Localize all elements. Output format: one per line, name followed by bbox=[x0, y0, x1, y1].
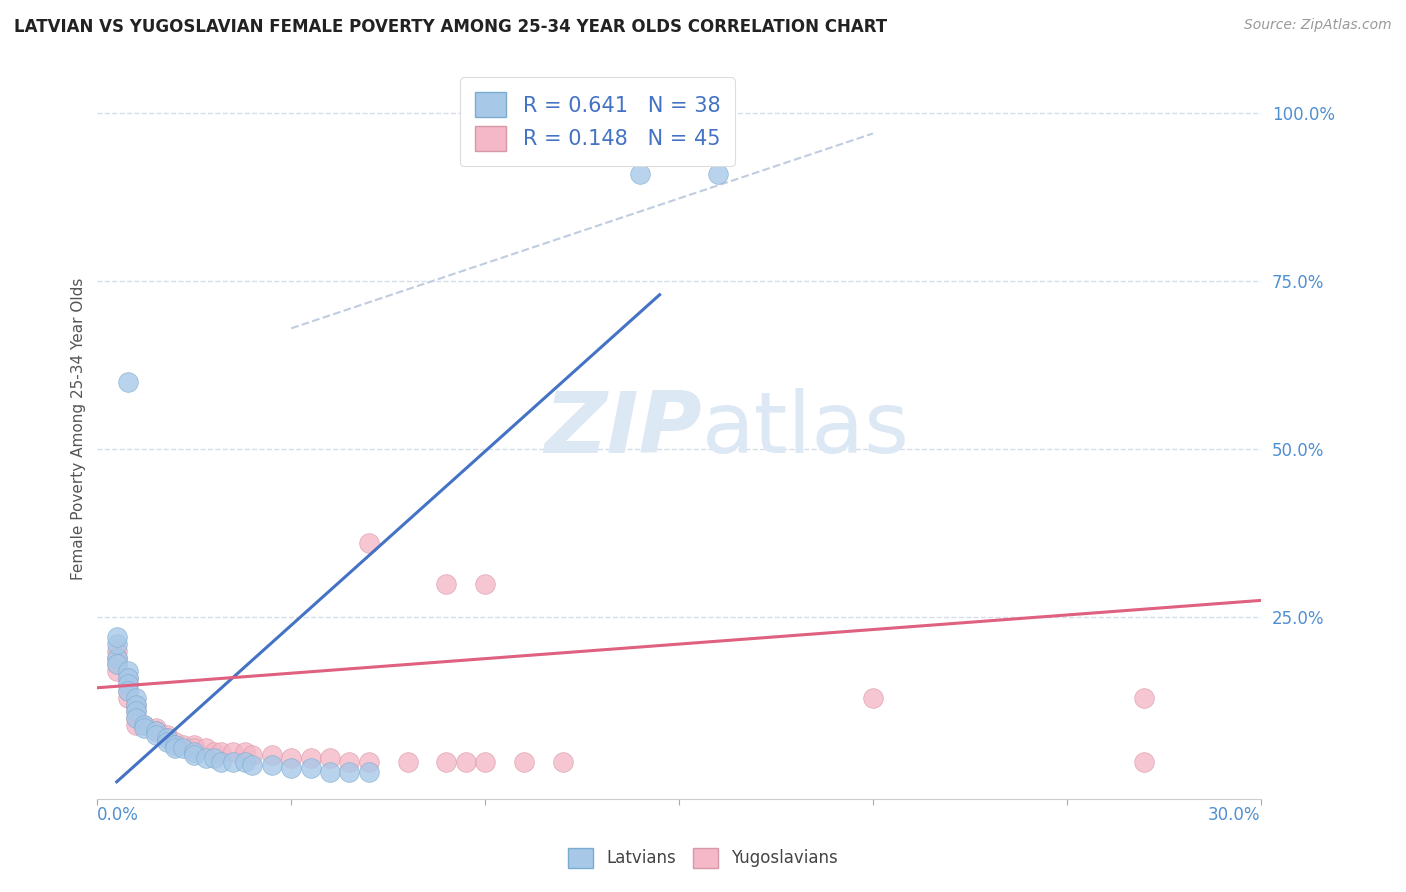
Text: LATVIAN VS YUGOSLAVIAN FEMALE POVERTY AMONG 25-34 YEAR OLDS CORRELATION CHART: LATVIAN VS YUGOSLAVIAN FEMALE POVERTY AM… bbox=[14, 18, 887, 36]
Point bbox=[156, 734, 179, 748]
Point bbox=[183, 745, 205, 759]
Point bbox=[125, 711, 148, 725]
Point bbox=[194, 751, 217, 765]
Point bbox=[339, 755, 361, 769]
Point bbox=[202, 745, 225, 759]
Point bbox=[628, 167, 651, 181]
Point bbox=[145, 728, 167, 742]
Point bbox=[474, 755, 496, 769]
Point bbox=[299, 751, 322, 765]
Point bbox=[105, 657, 128, 672]
Point bbox=[299, 761, 322, 775]
Point bbox=[339, 764, 361, 779]
Point bbox=[172, 741, 194, 756]
Point bbox=[105, 664, 128, 678]
Legend: Latvians, Yugoslavians: Latvians, Yugoslavians bbox=[561, 841, 845, 875]
Point bbox=[319, 764, 342, 779]
Point bbox=[163, 738, 186, 752]
Point bbox=[280, 751, 302, 765]
Point bbox=[125, 717, 148, 731]
Point bbox=[1133, 755, 1156, 769]
Point bbox=[260, 747, 283, 762]
Point bbox=[105, 631, 128, 645]
Point bbox=[163, 741, 186, 756]
Point bbox=[117, 677, 139, 691]
Text: 30.0%: 30.0% bbox=[1208, 806, 1261, 824]
Y-axis label: Female Poverty Among 25-34 Year Olds: Female Poverty Among 25-34 Year Olds bbox=[72, 278, 86, 581]
Point bbox=[222, 745, 245, 759]
Point bbox=[105, 644, 128, 658]
Point bbox=[357, 764, 380, 779]
Point bbox=[117, 671, 139, 685]
Point bbox=[242, 758, 264, 772]
Point bbox=[183, 741, 205, 756]
Point bbox=[145, 721, 167, 735]
Point bbox=[396, 755, 419, 769]
Point bbox=[117, 690, 139, 705]
Point bbox=[222, 755, 245, 769]
Point bbox=[280, 761, 302, 775]
Point bbox=[132, 717, 155, 731]
Point bbox=[242, 747, 264, 762]
Point bbox=[117, 677, 139, 691]
Point bbox=[209, 745, 232, 759]
Point bbox=[132, 721, 155, 735]
Point bbox=[233, 755, 256, 769]
Point bbox=[202, 751, 225, 765]
Point bbox=[357, 755, 380, 769]
Point bbox=[209, 755, 232, 769]
Point bbox=[156, 728, 179, 742]
Point bbox=[260, 758, 283, 772]
Point bbox=[145, 724, 167, 739]
Point bbox=[172, 738, 194, 752]
Point bbox=[125, 704, 148, 718]
Point bbox=[474, 576, 496, 591]
Point bbox=[1133, 690, 1156, 705]
Point bbox=[125, 690, 148, 705]
Legend: R = 0.641   N = 38, R = 0.148   N = 45: R = 0.641 N = 38, R = 0.148 N = 45 bbox=[460, 78, 735, 166]
Point bbox=[145, 724, 167, 739]
Point bbox=[233, 745, 256, 759]
Point bbox=[513, 755, 536, 769]
Point bbox=[707, 167, 730, 181]
Point bbox=[117, 375, 139, 389]
Point bbox=[117, 664, 139, 678]
Point bbox=[163, 734, 186, 748]
Point bbox=[105, 657, 128, 672]
Point bbox=[183, 747, 205, 762]
Point bbox=[117, 684, 139, 698]
Point bbox=[319, 751, 342, 765]
Point bbox=[105, 637, 128, 651]
Point bbox=[125, 711, 148, 725]
Point bbox=[105, 650, 128, 665]
Point bbox=[862, 690, 884, 705]
Point bbox=[183, 738, 205, 752]
Text: 0.0%: 0.0% bbox=[97, 806, 139, 824]
Point bbox=[117, 671, 139, 685]
Point bbox=[357, 536, 380, 550]
Point bbox=[194, 741, 217, 756]
Point bbox=[434, 755, 457, 769]
Text: Source: ZipAtlas.com: Source: ZipAtlas.com bbox=[1244, 18, 1392, 32]
Point bbox=[125, 698, 148, 712]
Point bbox=[156, 731, 179, 746]
Point bbox=[454, 755, 477, 769]
Text: ZIP: ZIP bbox=[544, 388, 702, 471]
Point bbox=[125, 704, 148, 718]
Point bbox=[132, 717, 155, 731]
Point bbox=[156, 731, 179, 746]
Point bbox=[105, 650, 128, 665]
Text: atlas: atlas bbox=[702, 388, 910, 471]
Point bbox=[434, 576, 457, 591]
Point bbox=[125, 698, 148, 712]
Point bbox=[117, 684, 139, 698]
Point bbox=[551, 755, 574, 769]
